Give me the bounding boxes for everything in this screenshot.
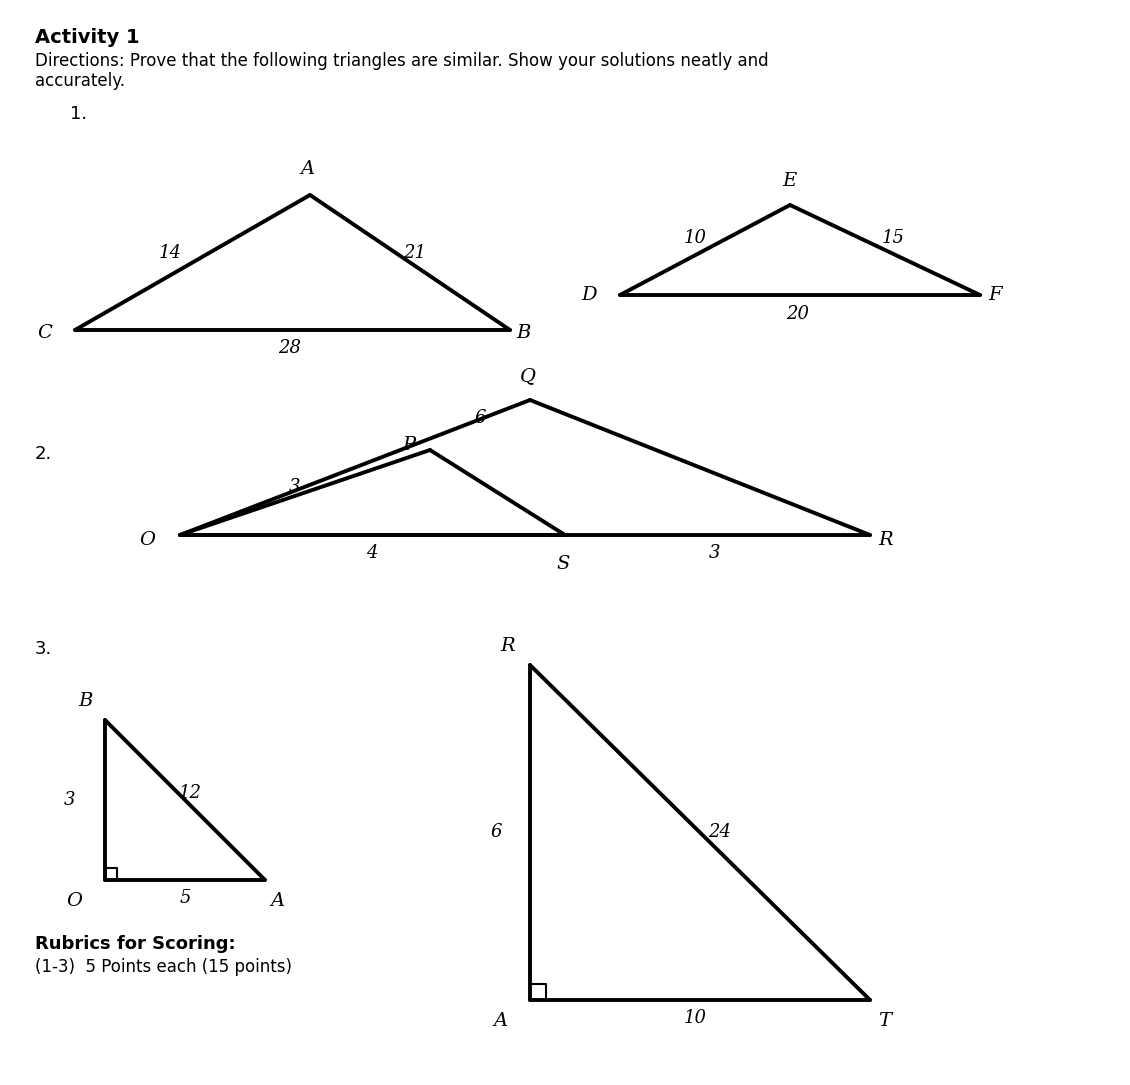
Text: A: A — [270, 892, 284, 910]
Text: 3.: 3. — [35, 640, 52, 658]
Text: Rubrics for Scoring:: Rubrics for Scoring: — [35, 935, 236, 953]
Text: Q: Q — [520, 367, 536, 385]
Text: 3: 3 — [63, 791, 75, 809]
Text: 3: 3 — [710, 544, 721, 562]
Text: 2.: 2. — [35, 445, 52, 463]
Text: accurately.: accurately. — [35, 72, 125, 90]
Text: (1-3)  5 Points each (15 points): (1-3) 5 Points each (15 points) — [35, 958, 292, 977]
Text: 20: 20 — [786, 305, 809, 323]
Text: 5: 5 — [180, 889, 191, 907]
Text: O: O — [139, 531, 155, 549]
Text: A: A — [494, 1012, 508, 1030]
Text: 12: 12 — [179, 784, 201, 802]
Text: R: R — [878, 531, 893, 549]
Text: E: E — [782, 173, 797, 190]
Text: 4: 4 — [366, 544, 377, 562]
Text: D: D — [581, 286, 597, 304]
Text: 14: 14 — [158, 244, 182, 261]
Text: 10: 10 — [684, 1009, 706, 1027]
Text: 10: 10 — [684, 229, 706, 247]
Text: R: R — [501, 637, 515, 655]
Text: T: T — [878, 1012, 890, 1030]
Text: F: F — [988, 286, 1001, 304]
Text: 24: 24 — [709, 824, 731, 841]
Text: 28: 28 — [278, 339, 302, 357]
Text: Directions: Prove that the following triangles are similar. Show your solutions : Directions: Prove that the following tri… — [35, 52, 768, 71]
Text: B: B — [78, 692, 93, 710]
Text: 15: 15 — [881, 229, 904, 247]
Text: Activity 1: Activity 1 — [35, 28, 140, 47]
Text: 1.: 1. — [70, 105, 87, 123]
Text: S: S — [556, 556, 570, 573]
Text: B: B — [516, 324, 530, 342]
Text: O: O — [66, 892, 82, 910]
Text: 6: 6 — [490, 824, 502, 841]
Text: C: C — [37, 324, 52, 342]
Text: 21: 21 — [403, 244, 426, 261]
Text: A: A — [301, 159, 315, 178]
Text: P: P — [402, 436, 415, 454]
Text: 6: 6 — [475, 409, 486, 427]
Text: 3: 3 — [289, 478, 301, 496]
